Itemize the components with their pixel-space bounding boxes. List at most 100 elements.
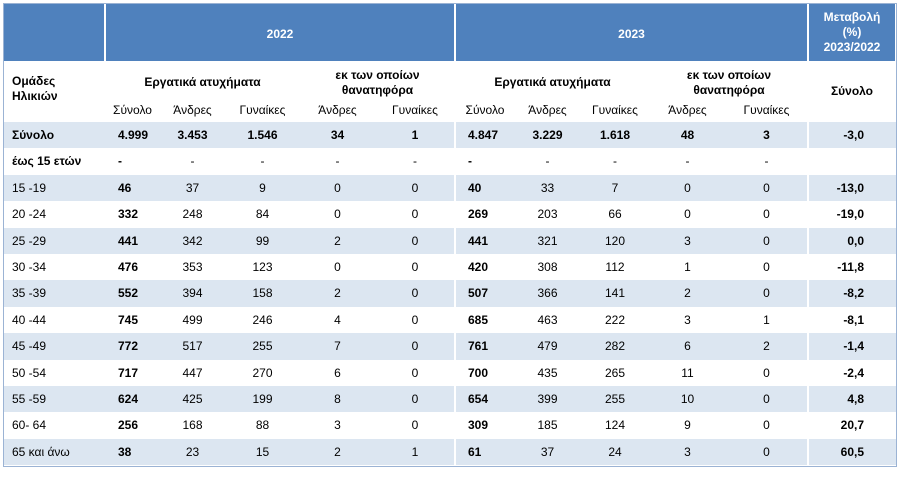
cell: 0: [763, 444, 770, 459]
cell: 248: [182, 207, 203, 222]
cell: 394: [182, 286, 203, 301]
cell: 0: [763, 392, 770, 406]
cell: 420: [468, 260, 489, 274]
cell: 0: [411, 286, 419, 301]
cell: 321: [537, 233, 558, 248]
cell: 0,0: [847, 233, 864, 248]
age-group: 65 και άνω: [12, 444, 70, 459]
age-header: Ηλικιών: [12, 89, 58, 103]
cell: 479: [537, 339, 558, 354]
row-band: [4, 174, 896, 202]
column-header: Άνδρες: [173, 103, 212, 117]
cell: 1.618: [599, 128, 631, 142]
cell: 265: [604, 365, 626, 380]
cell: 463: [537, 312, 558, 327]
cell: 40: [468, 180, 482, 195]
cell: 270: [252, 365, 273, 380]
cell: 7: [334, 339, 341, 354]
cell: 269: [468, 207, 489, 222]
row-band: [4, 333, 896, 360]
cell: 8: [334, 392, 341, 406]
cell: 0: [411, 339, 419, 354]
cell: -11,8: [837, 260, 864, 274]
cell: 123: [252, 260, 273, 274]
row-band: [4, 227, 896, 254]
cell: 3: [763, 128, 770, 142]
cell: 399: [537, 392, 558, 406]
cell: -: [468, 154, 472, 169]
cell: -8,2: [843, 286, 864, 301]
change-header: (%): [842, 25, 862, 39]
age-group: 45 -49: [12, 339, 47, 354]
header-band: [4, 4, 896, 61]
cell: 0: [334, 180, 341, 195]
cell: 0: [411, 312, 419, 327]
cell: 0: [763, 260, 770, 274]
cell: 1.546: [247, 128, 278, 142]
cell: 2: [334, 444, 341, 459]
cell: 353: [182, 260, 203, 274]
cell: -1,4: [843, 339, 864, 354]
cell: 4.847: [468, 128, 499, 142]
row-band: [4, 280, 896, 307]
cell: 552: [118, 286, 139, 301]
cell: 425: [182, 392, 203, 406]
cell: 33: [540, 180, 555, 195]
cell: 332: [118, 207, 139, 222]
cell: 0: [763, 233, 770, 248]
cell: 0: [763, 365, 770, 380]
cell: 15: [255, 444, 270, 459]
column-header: Σύνολο: [113, 103, 152, 117]
cell: -8,1: [843, 312, 864, 327]
cell: 3: [684, 312, 691, 327]
cell: -: [335, 154, 340, 169]
cell: 0: [334, 207, 341, 222]
cell: 761: [468, 339, 489, 354]
cell: 99: [255, 233, 270, 248]
cell: 3: [684, 233, 691, 248]
cell: 700: [468, 365, 489, 380]
cell: 2: [334, 233, 341, 248]
cell: 34: [330, 128, 345, 142]
column-header: Γυναίκες: [743, 103, 790, 117]
year-header: 2022: [266, 27, 294, 41]
age-group: 20 -24: [12, 207, 47, 222]
cell: 23: [185, 444, 200, 459]
cell: 2: [334, 286, 341, 301]
cell: 366: [537, 286, 558, 301]
cell: 4,8: [847, 392, 864, 406]
cell: 3: [684, 444, 691, 459]
cell: 10: [680, 392, 695, 406]
cell: 0: [411, 418, 419, 433]
cell: 654: [468, 392, 489, 406]
cell: 199: [252, 392, 273, 406]
age-group: 30 -34: [12, 260, 47, 274]
row-band: [4, 438, 896, 466]
fatal-header: θανατηφόρα: [693, 83, 765, 97]
cell: 11: [681, 365, 694, 380]
cell: 88: [255, 418, 270, 433]
cell: 745: [118, 312, 139, 327]
accidents-header: Εργατικά ατυχήματα: [144, 75, 261, 89]
column-header: Γυναίκες: [239, 103, 286, 117]
cell: -: [260, 154, 265, 169]
cell: 441: [118, 233, 139, 248]
cell: 0: [763, 207, 770, 222]
fatal-header: εκ των οποίων: [686, 68, 772, 82]
cell: 0: [763, 418, 770, 433]
cell: 158: [252, 286, 273, 301]
cell: 4: [334, 312, 341, 327]
cell: 84: [255, 207, 270, 222]
cell: 2: [763, 339, 770, 354]
cell: 507: [468, 286, 489, 301]
cell: 624: [118, 392, 139, 406]
cell: 717: [118, 365, 139, 380]
cell: 0: [411, 180, 419, 195]
cell: 499: [182, 312, 203, 327]
cell: 9: [259, 180, 266, 195]
cell: 37: [540, 444, 555, 459]
cell: -: [613, 154, 617, 169]
age-group: 35 -39: [12, 286, 47, 301]
cell: 1: [684, 260, 691, 274]
cell: 48: [680, 128, 695, 142]
